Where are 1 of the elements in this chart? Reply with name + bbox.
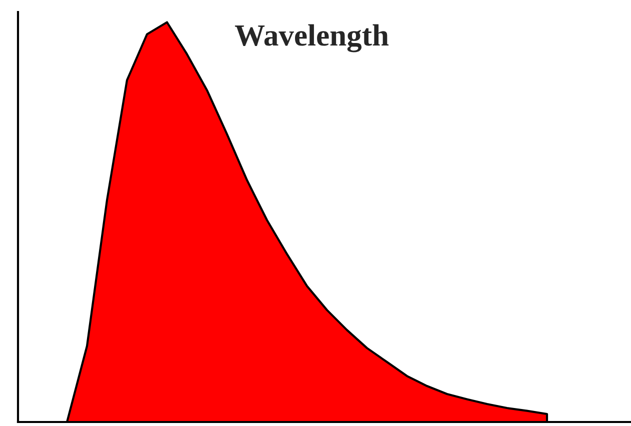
chart-title: Wavelength [234,24,389,52]
